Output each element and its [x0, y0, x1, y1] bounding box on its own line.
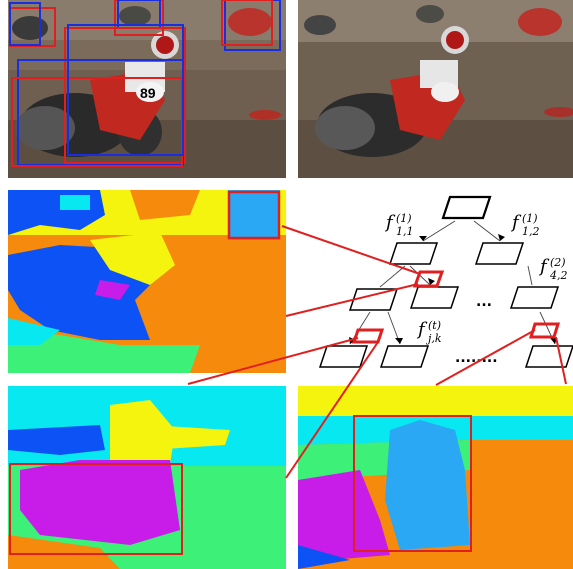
tree-node	[409, 286, 460, 309]
svg-text:(2): (2)	[550, 256, 566, 269]
highlight-box	[227, 190, 281, 240]
svg-text:f: f	[538, 256, 550, 277]
detection-box-red	[221, 0, 273, 46]
smoothed-photo-panel	[298, 0, 573, 178]
race-number: 89	[140, 85, 156, 101]
detection-box-red	[114, 0, 164, 36]
tree-node-root	[441, 195, 492, 220]
fine-segmentation-panel	[8, 190, 286, 373]
coarse-segmentation-left-panel	[8, 386, 286, 569]
svg-text:f: f	[510, 212, 522, 233]
svg-text:j,k: j,k	[425, 332, 442, 345]
detection-box-blue	[9, 2, 41, 46]
svg-text:4,2: 4,2	[549, 269, 568, 282]
tree-node-f12	[474, 242, 525, 265]
tree-node-highlighted	[528, 322, 561, 339]
tree-node-highlighted	[351, 328, 385, 344]
tree-node	[348, 288, 399, 311]
tree-node	[524, 345, 573, 368]
ellipsis-level2: ...	[476, 294, 492, 310]
coarse-segmentation-right-panel	[298, 386, 573, 569]
svg-text:(t): (t)	[428, 319, 441, 332]
tree-node	[379, 345, 430, 368]
svg-text:1,2: 1,2	[522, 225, 540, 238]
tree-node-highlighted	[412, 270, 445, 288]
tree-node	[318, 345, 369, 368]
svg-text:(1): (1)	[396, 212, 412, 225]
tree-labels: f (1) 1,1 f (1) 1,2 f (2) 4,2 f (t) j,k …	[384, 212, 568, 366]
svg-text:(1): (1)	[522, 212, 538, 225]
highlight-box	[353, 415, 472, 552]
svg-text:f: f	[384, 212, 396, 233]
tree-node-f42	[509, 286, 560, 309]
detection-photo-panel: 89	[8, 0, 286, 178]
detection-box-blue	[67, 24, 184, 156]
connector-lines	[187, 225, 567, 479]
svg-text:f: f	[416, 319, 428, 340]
ellipsis-level3: ........	[455, 350, 498, 366]
tree-node-f11	[388, 242, 439, 265]
svg-text:1,1: 1,1	[396, 225, 414, 238]
detection-box-blue	[224, 0, 281, 51]
highlight-box	[9, 463, 183, 555]
detection-box-red	[64, 27, 186, 164]
